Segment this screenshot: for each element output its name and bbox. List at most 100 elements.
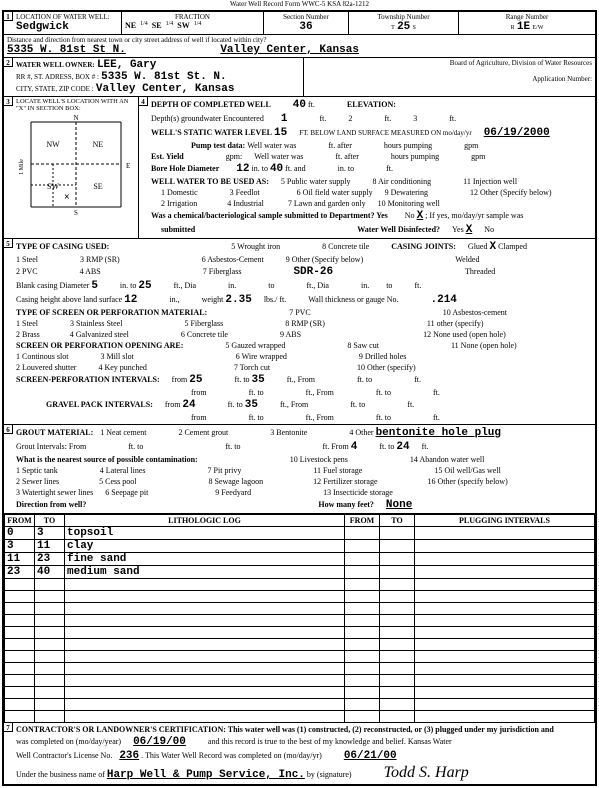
cert-biz: Harp Well & Pump Service, Inc.	[107, 769, 305, 781]
gp-ftf: ft., From	[280, 400, 308, 409]
log-from	[5, 699, 35, 711]
glued: Glued	[468, 242, 488, 251]
frac-ne: NE	[125, 21, 136, 30]
plug-desc	[415, 553, 595, 566]
est-yield: Est. Yield	[151, 152, 184, 161]
o6: 6 Wire wrapped	[236, 352, 287, 361]
log-from	[5, 579, 35, 591]
p4: 4 Lateral lines	[100, 466, 146, 475]
gw-label: Depth(s) groundwater Encountered	[151, 114, 264, 123]
log-row	[5, 591, 595, 603]
use9: 9 Dewatering	[385, 188, 428, 197]
dir-label: Direction from well?	[16, 500, 86, 509]
depth-label: DEPTH OF COMPLETED WELL	[151, 100, 271, 109]
s4: 4 Galvanized steel	[70, 330, 129, 339]
ifyes: ; If yes, mo/day/yr sample was	[425, 211, 523, 220]
p5: 5 Cess pool	[99, 477, 136, 486]
o9: 9 Drilled holes	[359, 352, 407, 361]
log-to	[35, 579, 65, 591]
fraction-label: FRACTION	[125, 13, 260, 21]
s10: 10 Asbestos-cement	[443, 308, 507, 317]
log-row	[5, 615, 595, 627]
log-desc	[65, 591, 345, 603]
section-num-3: 3	[3, 96, 13, 106]
log-to	[35, 627, 65, 639]
log-to	[35, 663, 65, 675]
city-label: CITY, STATE, ZIP CODE :	[16, 85, 94, 93]
plug-to	[380, 639, 415, 651]
plug-desc	[415, 527, 595, 540]
distance-label: Distance and direction from nearest town…	[7, 36, 592, 44]
log-from	[5, 627, 35, 639]
use2: 2 Irrigation	[161, 199, 197, 208]
svg-text:SE: SE	[93, 182, 102, 191]
sdr: SDR-26	[293, 266, 333, 278]
log-row: 311clay	[5, 540, 595, 553]
elev-label: ELEVATION:	[347, 100, 396, 109]
log-desc: fine sand	[65, 553, 345, 566]
s1: 1 Steel	[16, 319, 38, 328]
log-row	[5, 663, 595, 675]
township: 25	[397, 21, 410, 33]
cert6: Under the business name of	[16, 770, 105, 779]
sp-from-lbl: from	[172, 375, 188, 384]
log-desc: medium sand	[65, 566, 345, 579]
plug-desc	[415, 579, 595, 591]
c3: 3 RMP (SR)	[80, 255, 120, 264]
log-to	[35, 699, 65, 711]
bore: 12	[236, 163, 249, 175]
bft2: ft.,	[307, 281, 316, 290]
section-label: Section Number	[267, 13, 345, 21]
c6: 6 Asbestos-Cement	[202, 255, 264, 264]
depth-ft: ft.	[308, 100, 315, 109]
log-from	[5, 651, 35, 663]
pft1: ft.	[328, 141, 335, 150]
cert2: was completed on (mo/day/year)	[16, 737, 121, 746]
svg-text:NW: NW	[46, 140, 60, 149]
c9: 9 Other (Specify below)	[286, 255, 364, 264]
cert1: CONTRACTOR'S OR LANDOWNER'S CERTIFICATIO…	[16, 725, 554, 734]
c4: 4 ABS	[80, 267, 101, 276]
sp-fto2: ft. to	[249, 388, 264, 397]
static: 15	[274, 127, 287, 139]
plug-to	[380, 651, 415, 663]
app-label: Application Number:	[307, 75, 592, 83]
static-label: WELL'S STATIC WATER LEVEL	[151, 128, 272, 137]
g2: 2 Cement grout	[178, 428, 228, 437]
s11: 11 other (specify)	[427, 319, 484, 328]
plug-desc	[415, 675, 595, 687]
plug-desc	[415, 540, 595, 553]
p6: 6 Seepage pit	[105, 488, 148, 497]
cert7: by (signature)	[307, 770, 352, 779]
log-row	[5, 711, 595, 723]
height-label: Casing height above land surface	[16, 295, 122, 304]
cert-date2: 06/21/00	[344, 750, 397, 762]
bto: to	[130, 281, 136, 290]
township-label: Township Number	[352, 13, 455, 21]
pft2: ft.	[335, 152, 342, 161]
sp-ftf2: ft., From	[306, 388, 334, 397]
location-box-diagram: N S 1 Mile NW NE SW SE E ×	[16, 112, 136, 217]
plug-desc	[415, 591, 595, 603]
log-to: 23	[35, 553, 65, 566]
log-row	[5, 579, 595, 591]
plug-to	[380, 615, 415, 627]
chem-label: Was a chemical/bacteriological sample su…	[151, 211, 388, 220]
frac-sw: SW	[177, 21, 189, 30]
chem-x: X	[417, 210, 424, 222]
log-to	[35, 603, 65, 615]
gpm2: gpm:	[226, 152, 242, 161]
township-s: S	[413, 25, 416, 31]
log-pfrom-h: FROM	[345, 515, 380, 527]
lithologic-log-table: FROM TO LITHOLOGIC LOG FROM TO PLUGGING …	[4, 514, 595, 723]
log-from	[5, 675, 35, 687]
o11: 11 None (open hole)	[451, 341, 517, 350]
p7: 7 Pit privy	[208, 466, 242, 475]
joints-label: CASING JOINTS:	[391, 242, 456, 251]
log-from	[5, 663, 35, 675]
p10: 10 Livestock pens	[290, 455, 348, 464]
use3: 3 Feedlot	[230, 188, 260, 197]
log-desc	[65, 675, 345, 687]
log-desc	[65, 579, 345, 591]
q3: 1/4	[194, 21, 202, 30]
